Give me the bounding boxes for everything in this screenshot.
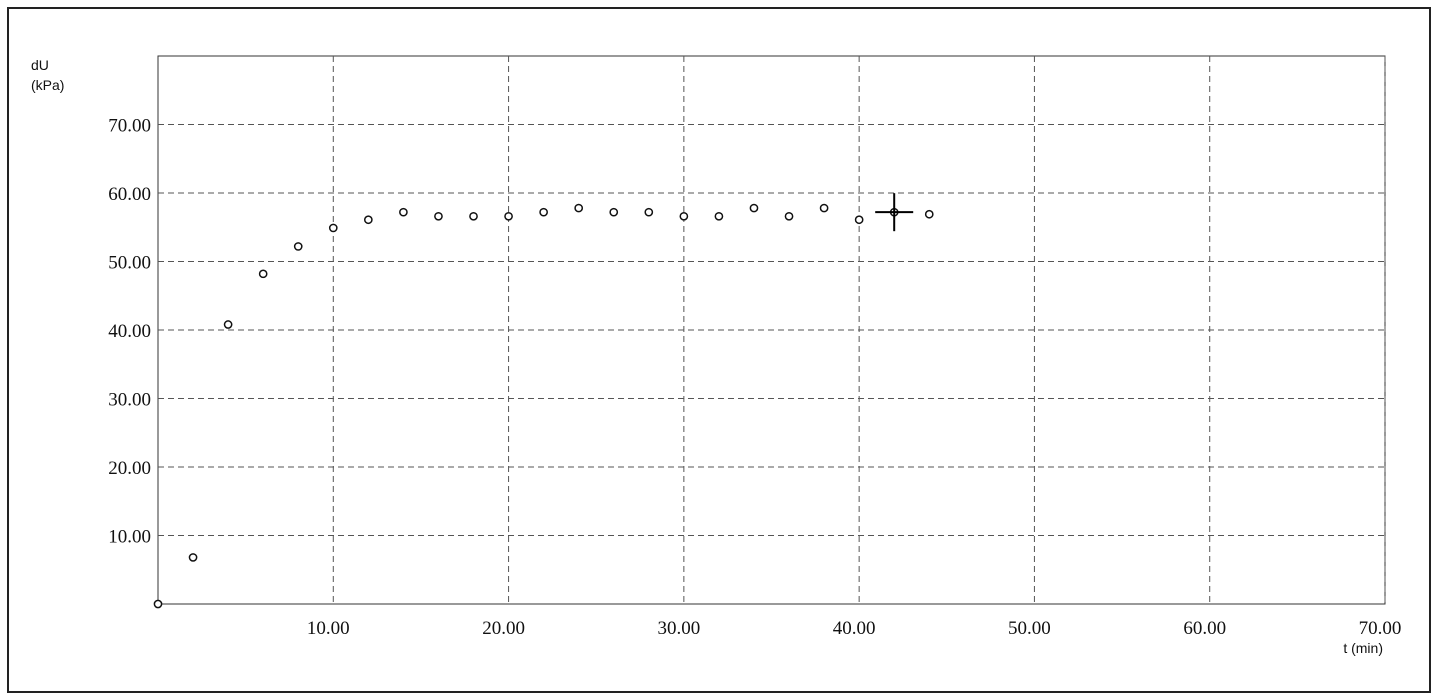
- y-tick-label: 30.00: [108, 390, 151, 411]
- data-point: [293, 242, 303, 251]
- data-point: [679, 211, 689, 221]
- y-tick-label: 10.00: [108, 527, 151, 548]
- data-point: [609, 207, 619, 217]
- data-point: [328, 223, 338, 233]
- y-tick-labels: 10.00 20.00 30.00 40.00 50.00 60.00 70.00: [108, 116, 151, 548]
- data-point: [469, 211, 478, 221]
- data-point: [188, 553, 198, 562]
- y-axis-label-line2: (kPa): [31, 77, 64, 93]
- x-axis-label: t (min): [1343, 640, 1383, 656]
- data-point: [749, 203, 759, 213]
- data-point: [539, 207, 548, 217]
- x-tick-label: 30.00: [657, 618, 700, 639]
- y-tick-label: 70.00: [108, 116, 151, 137]
- data-point: [223, 320, 233, 329]
- y-tick-label: 60.00: [108, 184, 151, 205]
- data-point: [434, 211, 443, 221]
- data-point: [924, 209, 934, 219]
- x-tick-label: 70.00: [1359, 618, 1402, 639]
- x-tick-labels: 10.00 20.00 30.00 40.00 50.00 60.00 70.00: [307, 618, 1401, 639]
- data-point: [644, 207, 654, 217]
- data-point: [784, 211, 794, 221]
- data-point: [819, 203, 829, 213]
- data-point: [363, 215, 373, 225]
- data-point: [854, 215, 864, 225]
- data-point: [714, 211, 724, 221]
- crosshair-cursor-icon[interactable]: [875, 193, 914, 232]
- x-tick-label: 10.00: [307, 618, 350, 639]
- x-tick-label: 20.00: [482, 618, 525, 639]
- data-points: [153, 203, 934, 609]
- x-tick-label: 60.00: [1183, 618, 1226, 639]
- x-tick-label: 40.00: [833, 618, 876, 639]
- data-point: [399, 207, 408, 217]
- x-tick-label: 50.00: [1008, 618, 1051, 639]
- y-tick-label: 50.00: [108, 253, 151, 274]
- chart-frame: [7, 7, 1431, 693]
- y-axis-label-line1: dU: [31, 57, 49, 73]
- data-point: [574, 203, 584, 213]
- data-point: [504, 211, 513, 221]
- grid-lines: [158, 56, 1386, 604]
- y-tick-label: 40.00: [108, 321, 151, 342]
- data-point: [153, 599, 163, 609]
- data-point: [258, 269, 268, 279]
- y-tick-label: 20.00: [108, 458, 151, 479]
